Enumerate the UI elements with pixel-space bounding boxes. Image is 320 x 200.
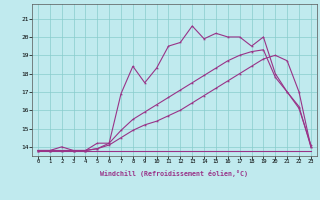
X-axis label: Windchill (Refroidissement éolien,°C): Windchill (Refroidissement éolien,°C)	[100, 170, 248, 177]
